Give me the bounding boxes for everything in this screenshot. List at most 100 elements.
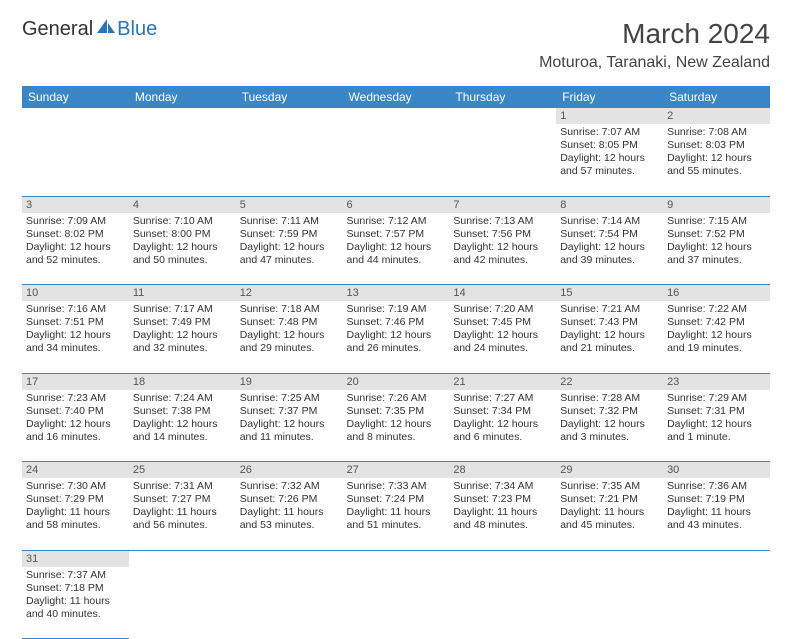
- sunset-text: Sunset: 8:05 PM: [560, 139, 659, 152]
- day-cell: [236, 567, 343, 639]
- day2-text: and 57 minutes.: [560, 165, 659, 178]
- day1-text: Daylight: 12 hours: [26, 418, 125, 431]
- day-number: 15: [556, 285, 663, 302]
- day2-text: and 21 minutes.: [560, 342, 659, 355]
- day-number: [663, 550, 770, 567]
- day-number: [236, 108, 343, 124]
- day1-text: Daylight: 12 hours: [453, 241, 552, 254]
- day-cell: Sunrise: 7:10 AMSunset: 8:00 PMDaylight:…: [129, 213, 236, 285]
- day-number-row: 31: [22, 550, 770, 567]
- day1-text: Daylight: 11 hours: [133, 506, 232, 519]
- day-cell: Sunrise: 7:07 AMSunset: 8:05 PMDaylight:…: [556, 124, 663, 196]
- sunrise-text: Sunrise: 7:31 AM: [133, 480, 232, 493]
- day1-text: Daylight: 12 hours: [560, 152, 659, 165]
- day-cell: Sunrise: 7:12 AMSunset: 7:57 PMDaylight:…: [343, 213, 450, 285]
- day-cell: Sunrise: 7:13 AMSunset: 7:56 PMDaylight:…: [449, 213, 556, 285]
- day-cell: [129, 124, 236, 196]
- day1-text: Daylight: 12 hours: [240, 329, 339, 342]
- day1-text: Daylight: 11 hours: [26, 506, 125, 519]
- day-header: Wednesday: [343, 86, 450, 108]
- day-number: 10: [22, 285, 129, 302]
- day2-text: and 58 minutes.: [26, 519, 125, 532]
- sunrise-text: Sunrise: 7:16 AM: [26, 303, 125, 316]
- day2-text: and 43 minutes.: [667, 519, 766, 532]
- sunrise-text: Sunrise: 7:35 AM: [560, 480, 659, 493]
- day-number: 6: [343, 196, 450, 213]
- day-number: 29: [556, 462, 663, 479]
- day-number: 8: [556, 196, 663, 213]
- sunset-text: Sunset: 7:32 PM: [560, 405, 659, 418]
- day2-text: and 42 minutes.: [453, 254, 552, 267]
- day-number: 26: [236, 462, 343, 479]
- day1-text: Daylight: 12 hours: [347, 418, 446, 431]
- sunset-text: Sunset: 8:03 PM: [667, 139, 766, 152]
- day-number: [556, 550, 663, 567]
- day-cell: Sunrise: 7:34 AMSunset: 7:23 PMDaylight:…: [449, 478, 556, 550]
- day-cell: Sunrise: 7:16 AMSunset: 7:51 PMDaylight:…: [22, 301, 129, 373]
- logo: General Blue: [22, 18, 157, 41]
- sunrise-text: Sunrise: 7:10 AM: [133, 215, 232, 228]
- week-row: Sunrise: 7:09 AMSunset: 8:02 PMDaylight:…: [22, 213, 770, 285]
- day-cell: [343, 567, 450, 639]
- week-row: Sunrise: 7:30 AMSunset: 7:29 PMDaylight:…: [22, 478, 770, 550]
- day-cell: Sunrise: 7:17 AMSunset: 7:49 PMDaylight:…: [129, 301, 236, 373]
- day-number: 27: [343, 462, 450, 479]
- day-cell: [449, 124, 556, 196]
- sunrise-text: Sunrise: 7:07 AM: [560, 126, 659, 139]
- day-number: 3: [22, 196, 129, 213]
- day-cell: Sunrise: 7:26 AMSunset: 7:35 PMDaylight:…: [343, 390, 450, 462]
- sunset-text: Sunset: 7:24 PM: [347, 493, 446, 506]
- day1-text: Daylight: 12 hours: [240, 418, 339, 431]
- day1-text: Daylight: 11 hours: [667, 506, 766, 519]
- day-header: Sunday: [22, 86, 129, 108]
- sunrise-text: Sunrise: 7:33 AM: [347, 480, 446, 493]
- sunset-text: Sunset: 8:00 PM: [133, 228, 232, 241]
- day-number: 28: [449, 462, 556, 479]
- day-number: 25: [129, 462, 236, 479]
- day-cell: Sunrise: 7:25 AMSunset: 7:37 PMDaylight:…: [236, 390, 343, 462]
- day-cell: Sunrise: 7:09 AMSunset: 8:02 PMDaylight:…: [22, 213, 129, 285]
- day-header: Saturday: [663, 86, 770, 108]
- week-row: Sunrise: 7:37 AMSunset: 7:18 PMDaylight:…: [22, 567, 770, 639]
- sunset-text: Sunset: 7:46 PM: [347, 316, 446, 329]
- sunrise-text: Sunrise: 7:30 AM: [26, 480, 125, 493]
- day2-text: and 24 minutes.: [453, 342, 552, 355]
- sunrise-text: Sunrise: 7:09 AM: [26, 215, 125, 228]
- day1-text: Daylight: 12 hours: [560, 418, 659, 431]
- day-number: 30: [663, 462, 770, 479]
- day2-text: and 32 minutes.: [133, 342, 232, 355]
- day-number: 19: [236, 373, 343, 390]
- week-row: Sunrise: 7:07 AMSunset: 8:05 PMDaylight:…: [22, 124, 770, 196]
- day-cell: [236, 124, 343, 196]
- day-cell: Sunrise: 7:33 AMSunset: 7:24 PMDaylight:…: [343, 478, 450, 550]
- day-cell: Sunrise: 7:14 AMSunset: 7:54 PMDaylight:…: [556, 213, 663, 285]
- day-number: [449, 550, 556, 567]
- sunrise-text: Sunrise: 7:37 AM: [26, 569, 125, 582]
- day-number: 23: [663, 373, 770, 390]
- day-header: Monday: [129, 86, 236, 108]
- day1-text: Daylight: 12 hours: [133, 241, 232, 254]
- day1-text: Daylight: 12 hours: [453, 418, 552, 431]
- day-header-row: Sunday Monday Tuesday Wednesday Thursday…: [22, 86, 770, 108]
- day2-text: and 51 minutes.: [347, 519, 446, 532]
- day-cell: Sunrise: 7:24 AMSunset: 7:38 PMDaylight:…: [129, 390, 236, 462]
- sunrise-text: Sunrise: 7:12 AM: [347, 215, 446, 228]
- day1-text: Daylight: 11 hours: [240, 506, 339, 519]
- sunset-text: Sunset: 7:59 PM: [240, 228, 339, 241]
- header: General Blue March 2024 Moturoa, Taranak…: [22, 18, 770, 72]
- day-number: 31: [22, 550, 129, 567]
- sunset-text: Sunset: 7:42 PM: [667, 316, 766, 329]
- day2-text: and 29 minutes.: [240, 342, 339, 355]
- sunrise-text: Sunrise: 7:29 AM: [667, 392, 766, 405]
- sunset-text: Sunset: 7:31 PM: [667, 405, 766, 418]
- day-cell: Sunrise: 7:20 AMSunset: 7:45 PMDaylight:…: [449, 301, 556, 373]
- day2-text: and 3 minutes.: [560, 431, 659, 444]
- sunrise-text: Sunrise: 7:11 AM: [240, 215, 339, 228]
- day-cell: Sunrise: 7:18 AMSunset: 7:48 PMDaylight:…: [236, 301, 343, 373]
- day2-text: and 6 minutes.: [453, 431, 552, 444]
- day2-text: and 45 minutes.: [560, 519, 659, 532]
- sunrise-text: Sunrise: 7:17 AM: [133, 303, 232, 316]
- day-number: [22, 108, 129, 124]
- day2-text: and 47 minutes.: [240, 254, 339, 267]
- day-number-row: 10111213141516: [22, 285, 770, 302]
